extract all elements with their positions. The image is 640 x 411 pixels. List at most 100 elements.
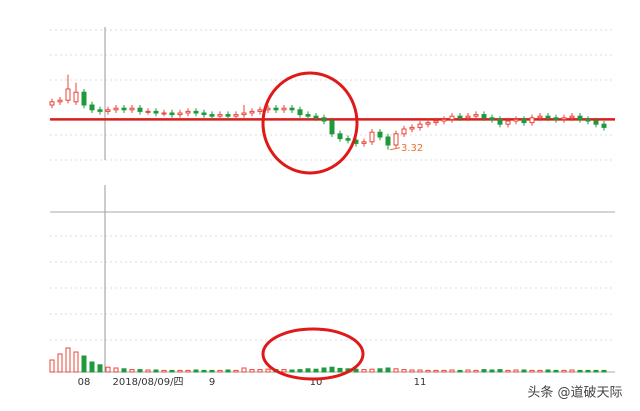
volume-bar [265,368,271,373]
volume-bar [289,369,295,373]
candle-body [233,114,239,117]
candle-body [505,120,511,125]
highlight-circle [261,327,365,381]
volume-bar [433,369,439,373]
candle-body [489,117,495,120]
candle-body [113,107,119,111]
candle-body [417,123,423,128]
x-tick-label: 10 [310,377,323,388]
candle-body [169,112,175,116]
volume-bar [545,369,551,373]
candle-body [249,110,255,114]
candle-body [449,115,455,120]
plot: 08 2018/08/09/四 9 10 11 3.32 [49,74,615,388]
volume-bar [481,369,487,373]
volume-bar [601,369,607,373]
candle-body [393,133,399,146]
candle-body [177,112,183,116]
volume-bar [505,369,511,373]
candle-body [105,109,111,112]
volume-bar [449,369,455,373]
volume-bar [201,369,207,373]
candle-body [481,114,487,119]
volume-bar [441,369,447,373]
volume-bar [305,368,311,373]
candle-body [337,133,343,140]
candle-body [225,114,231,117]
volume-bar [497,369,503,373]
volume-bar [73,351,79,373]
volume-bar [553,369,559,373]
volume-bar [49,359,55,373]
volume-bar [369,368,375,373]
candle-body [201,112,207,116]
volume-bar [313,368,319,373]
volume-bar [377,368,383,373]
highlight-circle [261,71,359,175]
volume-bar [169,369,175,373]
volume-bar [401,369,407,373]
volume-bar [585,369,591,373]
volume-bar [521,369,527,373]
volume-bar [105,366,111,373]
volume-bar [57,353,63,373]
volume-bar [145,369,151,373]
candle-body [601,123,607,128]
annotation-leader [389,147,401,151]
candle-body [377,131,383,138]
volume-bar [65,347,71,373]
volume-bar [417,369,423,373]
x-tick-label: 08 [78,377,91,388]
candle-body [273,107,279,111]
candle-body [49,101,55,106]
volume-bar [153,369,159,373]
candle-body [401,128,407,135]
volume-bar [465,369,471,373]
candle-body [161,112,167,115]
x-tick-label: 11 [414,377,427,388]
candle-body [265,107,271,111]
candle-body [65,88,71,101]
candle-body [257,109,263,112]
candle-body [241,112,247,116]
candle-body [425,122,431,125]
candle-body [497,118,503,125]
candle-body [209,114,215,117]
candle-body [385,136,391,146]
candle-body [289,107,295,111]
volume-bar [321,367,327,373]
candle-body [473,114,479,117]
candle-body [585,118,591,122]
candle-body [345,138,351,141]
volume-bar [457,369,463,373]
candle-body [593,120,599,125]
volume-bar [89,361,95,373]
volume-bar [593,369,599,373]
candle-body [553,117,559,120]
volume-bar [329,366,335,373]
volume-bar [361,369,367,373]
x-tick-label: 2018/08/09/四 [112,377,183,388]
candle-body [153,110,159,114]
candle-body [137,107,143,112]
candle-body [537,115,543,119]
volume-bar [193,369,199,373]
volume-bar [81,355,87,373]
volume-bar [425,369,431,373]
candle-body [409,126,415,130]
volume-bar [121,368,127,373]
annotation: 3.32 [401,143,423,154]
volume-bar [137,369,143,373]
volume-bar [473,369,479,373]
volume-bar [185,369,191,373]
volume-bar [233,369,239,373]
volume-bar [577,369,583,373]
candle-body [297,109,303,116]
candle-body [81,91,87,106]
candle-body [313,115,319,119]
candle-body [545,115,551,119]
volume-bar [489,369,495,373]
volume-bar [569,369,575,373]
candle-body [457,115,463,119]
volume-bar [513,369,519,373]
